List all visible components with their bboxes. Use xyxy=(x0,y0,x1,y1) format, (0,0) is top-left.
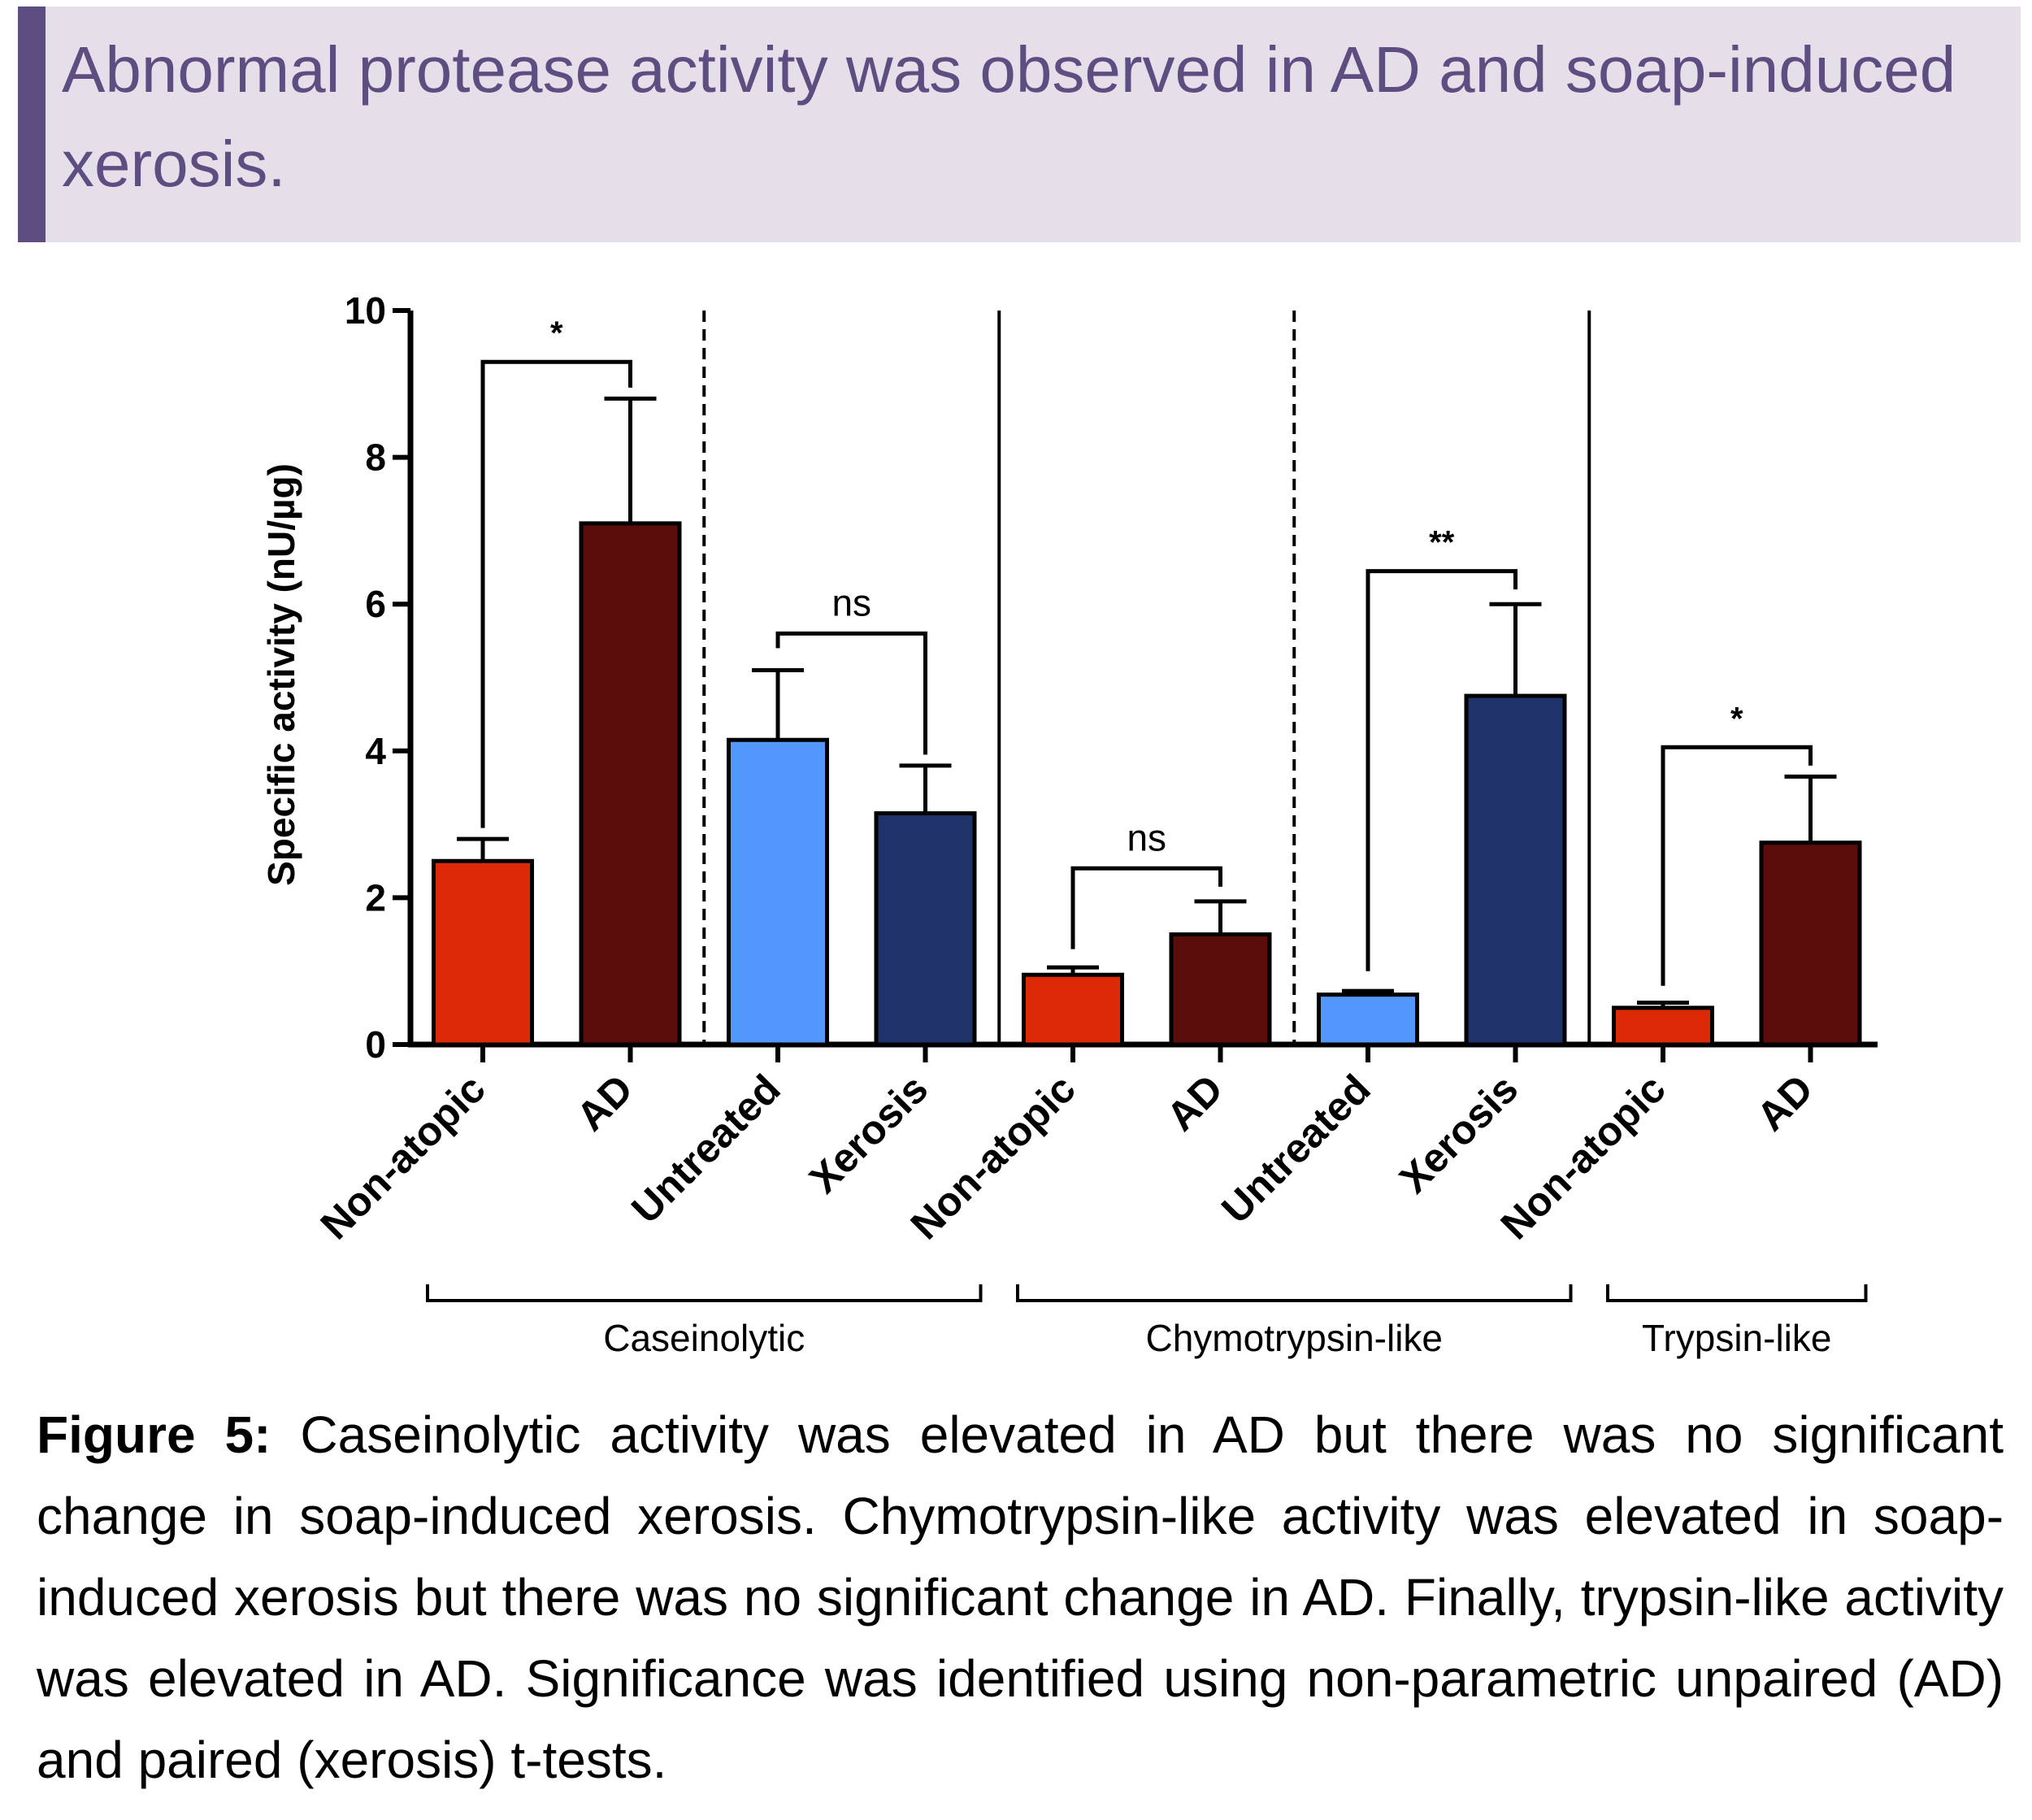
significance-label: ns xyxy=(1127,816,1166,858)
title-banner: Abnormal protease activity was observed … xyxy=(18,7,2021,242)
significance-label: * xyxy=(550,315,563,351)
bar xyxy=(727,737,829,1047)
group-brackets: Caseinolytic Chymotrypsin-like Trypsin-lik… xyxy=(426,1284,1868,1359)
banner-title: Abnormal protease activity was observed … xyxy=(62,33,1956,200)
axes: 0 2 4 6 8 10 xyxy=(345,289,1878,1066)
group-bracket xyxy=(426,1284,983,1302)
section-separators xyxy=(702,311,1591,1045)
x-tick-label: AD xyxy=(1158,1066,1232,1140)
error-bars xyxy=(457,396,1837,1008)
x-tick-label: AD xyxy=(1748,1066,1822,1140)
bar xyxy=(1317,993,1419,1047)
caption-text: Caseinolytic activity was elevated in AD… xyxy=(37,1405,2004,1789)
x-tick-label: Untreated xyxy=(1213,1066,1379,1232)
x-tick-label: Non-atopic xyxy=(312,1066,494,1248)
y-tick-label: 10 xyxy=(345,289,386,332)
significance-bracket xyxy=(1070,866,1222,949)
significance-label: ns xyxy=(831,581,871,623)
bars xyxy=(432,521,1862,1047)
y-tick-label: 2 xyxy=(365,876,386,919)
x-tick-label: AD xyxy=(568,1066,642,1140)
group-bracket xyxy=(1606,1284,1868,1302)
y-axis-label: Specific activity (nU/µg) xyxy=(260,463,302,886)
group-bracket xyxy=(1016,1284,1573,1302)
bar xyxy=(579,521,682,1047)
significance-bracket xyxy=(1661,745,1813,986)
figure-caption: Figure 5: Caseinolytic activity was elev… xyxy=(37,1394,2004,1800)
significance-bracket xyxy=(775,631,927,755)
y-tick-label: 0 xyxy=(365,1023,386,1066)
group-label: Chymotrypsin-like xyxy=(1145,1317,1443,1359)
significance-bracket xyxy=(480,359,632,828)
bar xyxy=(1759,841,1862,1047)
bar xyxy=(432,858,534,1047)
y-tick-label: 4 xyxy=(365,730,386,772)
banner-accent-bar xyxy=(18,7,46,242)
x-tick-label: Untreated xyxy=(623,1066,789,1232)
group-label: Caseinolytic xyxy=(603,1317,805,1359)
bar xyxy=(874,811,977,1047)
bar xyxy=(1612,1006,1714,1047)
caption-label: Figure 5: xyxy=(37,1405,271,1464)
x-tick-label: Xerosis xyxy=(1391,1066,1526,1201)
x-tick-label: Xerosis xyxy=(801,1066,936,1201)
significance-bracket xyxy=(1366,569,1517,971)
significance-label: ** xyxy=(1429,525,1455,561)
bar xyxy=(1464,693,1567,1047)
y-tick-label: 6 xyxy=(365,583,386,625)
bar xyxy=(1169,932,1272,1047)
significance-label: * xyxy=(1730,701,1743,736)
y-tick-label: 8 xyxy=(365,437,386,479)
group-label: Trypsin-like xyxy=(1642,1317,1831,1359)
bar xyxy=(1022,972,1124,1047)
